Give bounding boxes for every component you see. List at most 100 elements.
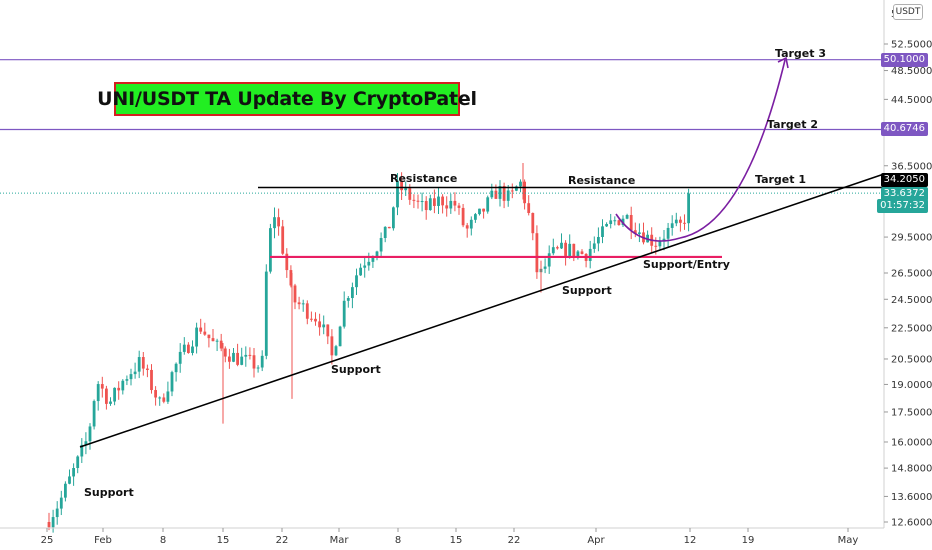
x-tick-label: 22 bbox=[276, 535, 289, 546]
y-tick-label: 52.5000 bbox=[891, 40, 932, 51]
y-tick-label: 36.5000 bbox=[891, 161, 932, 172]
y-tick-label: 29.5000 bbox=[891, 233, 932, 244]
candle-body bbox=[80, 444, 84, 457]
candle-body bbox=[482, 208, 485, 212]
y-tick-label: 17.5000 bbox=[891, 407, 932, 418]
candle-body bbox=[629, 215, 633, 231]
x-tick-label: Apr bbox=[587, 535, 605, 546]
candle-body bbox=[137, 357, 141, 372]
candle-body bbox=[162, 397, 166, 402]
chart-annotation: Support bbox=[331, 363, 381, 376]
chart-annotation: Support bbox=[84, 486, 134, 499]
candle-body bbox=[121, 380, 125, 391]
candle-body bbox=[154, 390, 157, 398]
y-tick-label: 16.0000 bbox=[891, 437, 932, 448]
candle-body bbox=[625, 215, 629, 219]
candle-body bbox=[416, 200, 420, 202]
candle-body bbox=[301, 303, 305, 305]
y-tick-label: 24.5000 bbox=[891, 295, 932, 306]
candle-body bbox=[182, 344, 186, 352]
y-tick-label: 22.5000 bbox=[891, 323, 932, 334]
x-tick-label: May bbox=[838, 535, 859, 546]
candle-body bbox=[523, 181, 526, 204]
candle-body bbox=[449, 200, 453, 209]
chart-annotation: Support/Entry bbox=[643, 258, 730, 271]
ascending-trendline bbox=[79, 173, 885, 448]
candle-body bbox=[96, 384, 100, 402]
candle-body bbox=[564, 242, 567, 256]
price-tag: 33.6372 bbox=[880, 187, 928, 201]
chart-annotation: Resistance bbox=[390, 172, 457, 185]
candle-body bbox=[510, 190, 514, 192]
candle-body bbox=[59, 497, 63, 509]
candle-body bbox=[617, 220, 621, 225]
currency-unit-badge[interactable]: USDT bbox=[893, 4, 923, 20]
y-tick-label: 12.6000 bbox=[891, 518, 932, 529]
candle-body bbox=[68, 476, 71, 484]
candle-body bbox=[47, 522, 51, 528]
candle-body bbox=[158, 397, 162, 399]
y-tick-label: 26.5000 bbox=[891, 268, 932, 279]
candle-body bbox=[654, 245, 658, 247]
candle-body bbox=[551, 247, 555, 254]
candle-body bbox=[64, 483, 67, 498]
candle-body bbox=[400, 180, 403, 191]
candle-body bbox=[338, 326, 342, 347]
candle-body bbox=[72, 468, 75, 477]
candle-body bbox=[260, 355, 264, 368]
candle-body bbox=[256, 367, 260, 369]
candle-body bbox=[392, 207, 395, 229]
candle-body bbox=[527, 203, 531, 213]
chart-annotation: Target 2 bbox=[767, 118, 818, 131]
price-tag: 34.2050 bbox=[880, 173, 928, 187]
candle-body bbox=[457, 205, 461, 208]
candle-body bbox=[76, 456, 80, 469]
candle-body bbox=[223, 348, 227, 357]
candle-body bbox=[379, 238, 383, 252]
candle-body bbox=[478, 208, 481, 215]
candle-body bbox=[494, 190, 498, 199]
candle-body bbox=[547, 253, 551, 267]
candle-body bbox=[330, 336, 334, 356]
candle-body bbox=[195, 327, 198, 347]
candle-body bbox=[666, 227, 670, 239]
candle-body bbox=[461, 207, 465, 226]
candle-body bbox=[174, 363, 178, 373]
chart-annotation: Target 3 bbox=[775, 47, 826, 60]
candle-body bbox=[355, 275, 358, 288]
candle-body bbox=[535, 233, 539, 273]
candle-body bbox=[387, 226, 391, 229]
chart-annotation: Support bbox=[562, 284, 612, 297]
candle-body bbox=[572, 243, 576, 257]
candle-body bbox=[228, 356, 231, 362]
candle-body bbox=[605, 224, 608, 227]
candle-body bbox=[305, 303, 309, 319]
candle-body bbox=[88, 426, 92, 442]
x-tick-label: 15 bbox=[450, 535, 463, 546]
candle-body bbox=[588, 248, 592, 261]
candle-body bbox=[592, 243, 596, 249]
candle-body bbox=[318, 321, 321, 328]
candle-body bbox=[621, 218, 625, 225]
projection-arrowhead bbox=[777, 56, 789, 69]
candle-body bbox=[506, 190, 510, 201]
chart-title-box: UNI/USDT TA Update By CryptoPatel bbox=[97, 82, 477, 116]
candle-body bbox=[285, 253, 289, 271]
candle-body bbox=[150, 369, 153, 391]
x-tick-label: 19 bbox=[742, 535, 755, 546]
candle-body bbox=[408, 188, 412, 200]
candle-body bbox=[203, 331, 207, 335]
candle-body bbox=[613, 220, 617, 222]
x-tick-label: 12 bbox=[684, 535, 697, 546]
candle-body bbox=[580, 251, 584, 254]
candle-body bbox=[105, 388, 108, 404]
y-tick-label: 19.0000 bbox=[891, 380, 932, 391]
candle-body bbox=[187, 344, 190, 353]
candle-body bbox=[375, 251, 379, 258]
candle-body bbox=[170, 372, 174, 392]
candle-body bbox=[207, 334, 211, 339]
candle-body bbox=[146, 368, 149, 370]
candle-body bbox=[289, 270, 293, 286]
candle-body bbox=[658, 241, 662, 247]
